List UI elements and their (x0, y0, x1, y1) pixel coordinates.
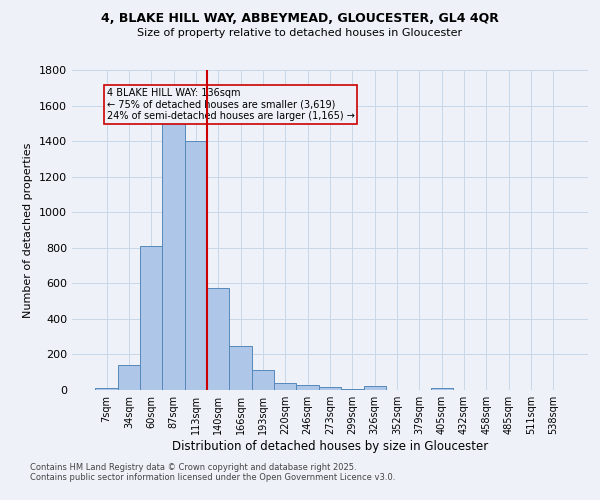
Y-axis label: Number of detached properties: Number of detached properties (23, 142, 34, 318)
Text: Contains public sector information licensed under the Open Government Licence v3: Contains public sector information licen… (30, 472, 395, 482)
Bar (252, 370, 274, 390)
Bar (229, 346, 252, 390)
Bar (95, 388, 118, 390)
Text: Contains HM Land Registry data © Crown copyright and database right 2025.: Contains HM Land Registry data © Crown c… (30, 462, 356, 471)
Bar (140, 246, 163, 390)
X-axis label: Distribution of detached houses by size in Gloucester: Distribution of detached houses by size … (172, 440, 488, 453)
Bar (431, 388, 453, 390)
Text: Size of property relative to detached houses in Gloucester: Size of property relative to detached ho… (137, 28, 463, 38)
Bar (118, 365, 140, 390)
Bar (185, 141, 207, 390)
Bar (296, 385, 319, 390)
Text: 4 BLAKE HILL WAY: 136sqm
← 75% of detached houses are smaller (3,619)
24% of sem: 4 BLAKE HILL WAY: 136sqm ← 75% of detach… (107, 88, 355, 121)
Bar (364, 386, 386, 390)
Bar (319, 388, 341, 390)
Bar (274, 383, 296, 390)
Bar (341, 389, 364, 390)
Bar (207, 288, 229, 390)
Text: 4, BLAKE HILL WAY, ABBEYMEAD, GLOUCESTER, GL4 4QR: 4, BLAKE HILL WAY, ABBEYMEAD, GLOUCESTER… (101, 12, 499, 26)
Bar (163, 124, 185, 390)
